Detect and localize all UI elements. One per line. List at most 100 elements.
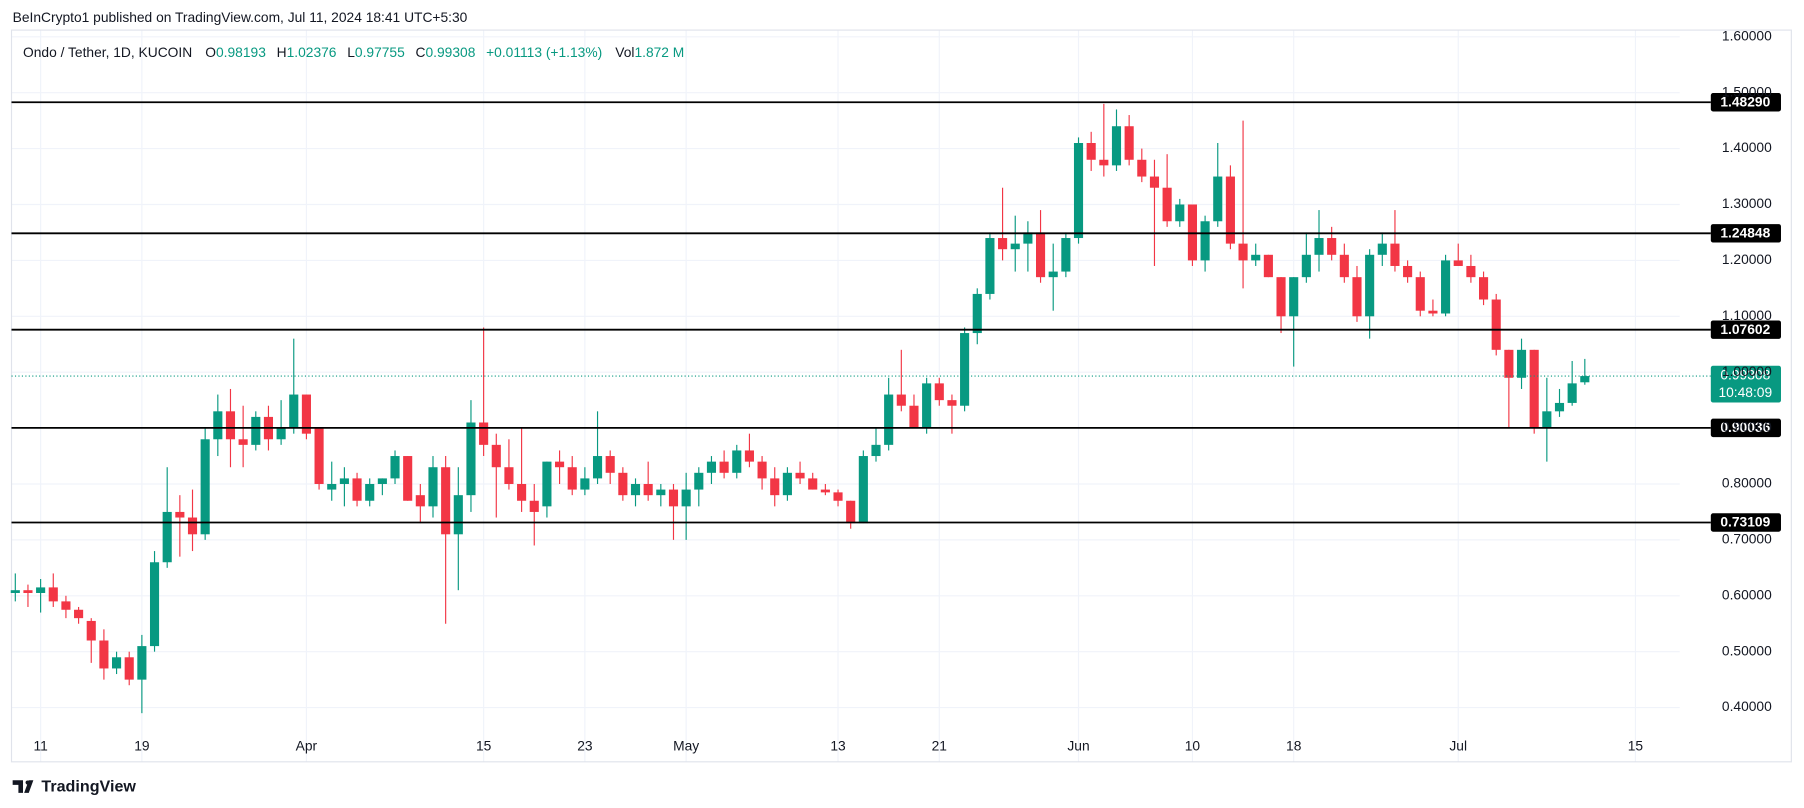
candle-body [1491, 299, 1501, 350]
legend-low: 0.97755 [355, 45, 405, 60]
candle-body [339, 478, 349, 484]
candle-body [934, 383, 944, 401]
candle-body [744, 450, 754, 462]
candle-body [681, 489, 691, 507]
level-label: 1.48290 [1720, 94, 1770, 109]
candle-body [618, 472, 628, 496]
y-tick-label: 1.20000 [1722, 252, 1772, 267]
x-tick-label: Apr [296, 738, 318, 753]
candle-body [466, 422, 476, 496]
candle-body [1390, 243, 1400, 266]
candle-body [517, 483, 527, 501]
candle-body [909, 405, 919, 429]
y-tick-label: 0.90000 [1722, 420, 1772, 435]
level-label: 1.07602 [1720, 322, 1770, 337]
candle-body [491, 444, 501, 468]
candle-body [757, 461, 767, 479]
candle-body [86, 620, 96, 641]
candle-body [441, 467, 451, 535]
y-tick-label: 1.40000 [1722, 140, 1772, 155]
candle-body [1010, 243, 1020, 250]
candle-body [327, 483, 337, 490]
legend: Ondo / Tether, 1D, KUCOIN O0.98193 H1.02… [23, 45, 684, 60]
candle-body [808, 478, 818, 490]
legend-low-label: L [347, 45, 355, 60]
candle-body [289, 394, 299, 429]
candle-body [352, 478, 362, 501]
candle-body [871, 444, 881, 457]
legend-symbol: Ondo / Tether, 1D, KUCOIN [23, 45, 192, 60]
candle-body [36, 587, 46, 593]
candle-body [1276, 277, 1286, 317]
overlay: 0.99308 10:48:09 1.48290 1.24848 1.07602 0.90… [11, 93, 1781, 532]
candle-body [1149, 176, 1160, 188]
candle-body [1377, 243, 1387, 255]
legend-open: 0.98193 [216, 45, 266, 60]
y-tick-label: 0.60000 [1722, 587, 1772, 602]
x-tick-label: May [673, 738, 699, 753]
last-price-label: 0.99308 [1720, 368, 1770, 383]
candle-body [846, 500, 856, 524]
legend-volume-label: Vol [615, 45, 634, 60]
candle-body [1428, 310, 1438, 314]
x-tick-label: 15 [476, 738, 492, 753]
candle-body [276, 428, 286, 440]
y-tick-label: 0.40000 [1722, 699, 1772, 714]
candle-body [555, 461, 565, 468]
candle-body [1327, 238, 1337, 255]
candle-body [770, 478, 780, 496]
candle-body [1048, 271, 1058, 278]
candle-body [947, 400, 957, 406]
candle-body [1415, 277, 1425, 311]
candle-body [1529, 349, 1539, 429]
candle-body [479, 422, 489, 445]
candle-body [1238, 243, 1248, 261]
candle-body [782, 472, 792, 496]
candle-body [213, 411, 223, 440]
legend-high-label: H [277, 45, 287, 60]
candle-body [10, 590, 20, 593]
y-tick-label: 0.70000 [1722, 532, 1772, 547]
footer-brand: TradingView [41, 777, 136, 795]
candle-body [1263, 254, 1273, 278]
header-title: BeInCrypto1 published on TradingView.com… [13, 10, 468, 25]
candle-body [415, 495, 425, 507]
legend-open-label: O [205, 45, 216, 60]
candle-body [580, 478, 590, 490]
x-tick-label: 13 [830, 738, 846, 753]
candle-body [428, 467, 438, 507]
candle-body [922, 383, 932, 429]
candle-body [1453, 260, 1463, 266]
candle-body [1225, 176, 1235, 244]
x-tick-label: 11 [33, 738, 47, 753]
candle-body [1086, 143, 1096, 160]
y-tick-label: 1.00000 [1722, 364, 1772, 379]
candle-body [1251, 254, 1261, 261]
candle-body [1314, 238, 1324, 255]
candle-body [960, 333, 970, 406]
candle-body [61, 601, 71, 610]
level-label-box [1710, 418, 1781, 438]
candle-body [542, 461, 552, 507]
candle-body [251, 416, 261, 445]
candle-body [896, 394, 906, 406]
candle-body [1542, 411, 1552, 429]
candle-body [998, 238, 1008, 250]
candle-body [301, 394, 311, 434]
y-tick-label: 0.50000 [1722, 643, 1772, 658]
candle-body [985, 238, 995, 294]
candle-body [529, 500, 539, 512]
x-tick-label: Jul [1449, 738, 1467, 753]
candle-body [1124, 126, 1134, 160]
candle-body [149, 562, 160, 647]
candle-body [694, 472, 704, 490]
grid [11, 30, 1680, 762]
candle-body [833, 492, 843, 501]
candle-body [403, 456, 413, 501]
candle-body [656, 489, 666, 496]
candle-body [1035, 232, 1046, 278]
candle-body [972, 293, 982, 334]
candle-body [314, 428, 324, 484]
candle-body [1365, 254, 1375, 317]
